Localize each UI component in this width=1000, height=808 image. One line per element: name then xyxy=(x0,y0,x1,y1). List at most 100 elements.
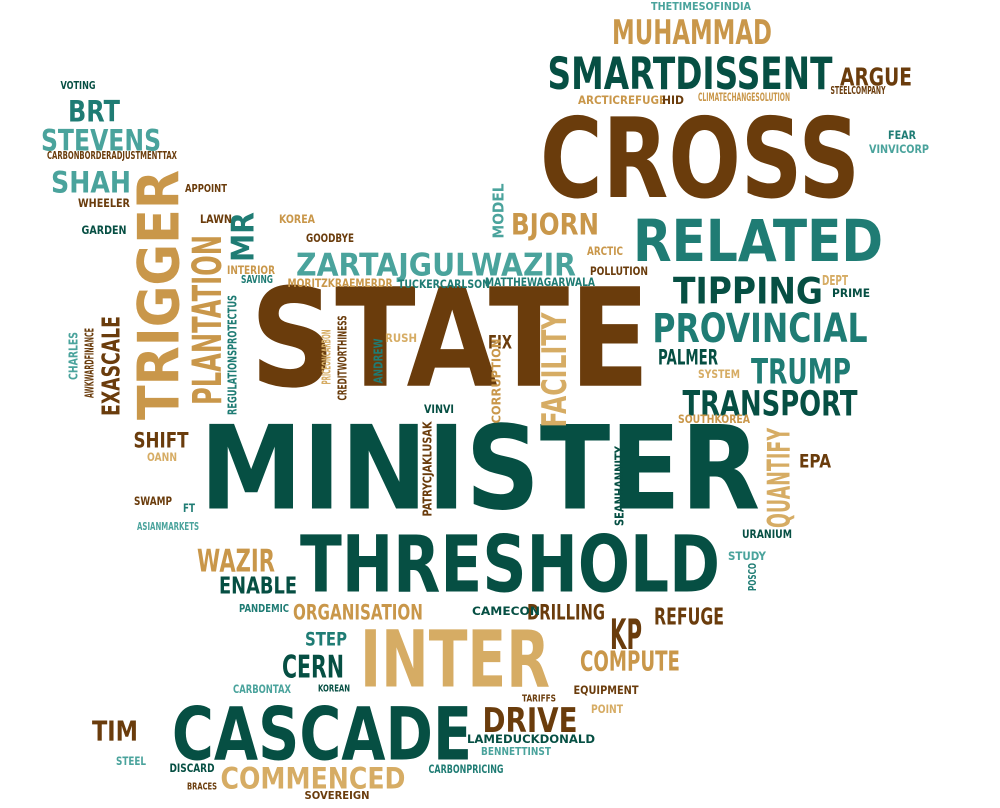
word-arcticrefuge: ARCTICREFUGE xyxy=(577,93,667,108)
word-equipment: EQUIPMENT xyxy=(573,683,639,698)
word-threshold: THRESHOLD xyxy=(299,518,721,611)
word-lameduckdonald: LAMEDUCKDONALD xyxy=(466,732,596,747)
word-commenced: COMMENCED xyxy=(220,761,406,796)
word-kp: KP xyxy=(610,610,642,659)
word-organisation: ORGANISATION xyxy=(293,600,423,625)
word-refuge: REFUGE xyxy=(653,604,725,631)
word-carbonpricing: CARBONPRICING xyxy=(428,762,504,777)
word-priceoncarbon: PRICEONCARBON xyxy=(318,329,334,385)
word-zartajgulwazir: ZARTAJGULWAZIR xyxy=(295,247,577,284)
word-shah: SHAH xyxy=(51,165,131,200)
word-moritzkraemerdr: MORITZKRAEMERDR xyxy=(287,276,393,291)
word-epa: EPA xyxy=(799,450,831,473)
word-swamp: SWAMP xyxy=(133,494,173,509)
word-study: STUDY xyxy=(728,549,766,564)
word-steel: STEEL xyxy=(115,754,147,769)
word-corruption: CORRUPTION xyxy=(488,338,504,424)
word-system: SYSTEM xyxy=(697,367,741,382)
word-posco: POSCO xyxy=(746,562,759,592)
word-korea: KOREA xyxy=(278,212,316,227)
word-bennettinst: BENNETTINST xyxy=(481,745,551,758)
word-inter: INTER xyxy=(360,613,550,706)
word-smartdissent: SMARTDISSENT xyxy=(547,48,833,100)
word-carbonborderadjustmenttax: CARBONBORDERADJUSTMENTTAX xyxy=(47,149,177,162)
word-cascade: CASCADE xyxy=(171,692,473,778)
word-garden: GARDEN xyxy=(81,223,127,238)
word-bjorn: BJORN xyxy=(510,207,600,242)
word-climatechangesolution: CLIMATECHANGESOLUTION xyxy=(697,90,791,105)
word-argue: ARGUE xyxy=(840,62,912,92)
word-matthewagarwala: MATTHEWAGARWALA xyxy=(485,275,595,290)
word-trigger: TRIGGER xyxy=(126,169,193,421)
word-arctic: ARCTIC xyxy=(586,244,624,259)
word-muhammad: MUHAMMAD xyxy=(612,13,772,53)
word-tim: TIM xyxy=(92,716,138,748)
word-dept: DEPT xyxy=(821,273,849,290)
word-andrew: ANDREW xyxy=(370,338,386,384)
word-goodbye: GOODBYE xyxy=(306,231,354,246)
word-wazir: WAZIR xyxy=(197,543,275,580)
word-hid: HID xyxy=(662,93,684,108)
word-tuckercarlson: TUCKERCARLSON xyxy=(397,277,491,292)
word-minister: MINISTER xyxy=(199,402,761,537)
word-palmer: PALMER xyxy=(657,345,719,370)
word-plantation: PLANTATION xyxy=(185,234,232,406)
word-regulationsprotectus: REGULATIONSPROTECTUS xyxy=(224,294,240,416)
word-trump: TRUMP xyxy=(751,352,851,393)
word-vinvicorp: VINVICORP xyxy=(868,142,930,157)
word-rush: RUSH xyxy=(384,331,418,346)
word-related: RELATED xyxy=(632,207,884,276)
word-tipping: TIPPING xyxy=(673,269,823,313)
word-pollution: POLLUTION xyxy=(589,264,649,279)
word-voting: VOTING xyxy=(60,79,96,92)
word-cern: CERN xyxy=(281,649,345,686)
word-cross: CROSS xyxy=(540,95,860,224)
word-exascale: EXASCALE xyxy=(96,316,126,416)
word-korean: KOREAN xyxy=(318,683,350,695)
word-creditworthiness: CREDITWORTHINESS xyxy=(334,315,350,401)
word-prime: PRIME xyxy=(832,286,870,301)
word-tariffs: TARIFFS xyxy=(521,693,557,705)
word-transport: TRANSPORT xyxy=(682,384,858,425)
word-mr: MR xyxy=(225,212,262,262)
word-provincial: PROVINCIAL xyxy=(652,306,868,353)
word-seanhannity: SEANHANNITY xyxy=(611,446,627,526)
word-step: STEP xyxy=(304,628,348,651)
word-appoint: APPOINT xyxy=(184,182,228,195)
word-carbontax: CARBONTAX xyxy=(233,682,291,697)
word-quantify: QUANTIFY xyxy=(761,427,798,529)
word-fear: FEAR xyxy=(888,128,916,143)
word-saving: SAVING xyxy=(241,273,273,286)
word-enable: ENABLE xyxy=(218,573,298,600)
word-compute: COMPUTE xyxy=(580,646,680,678)
word-wheeler: WHEELER xyxy=(78,196,130,211)
word-point: POINT xyxy=(590,702,624,717)
word-vinvi: VINVI xyxy=(424,402,454,417)
word-thetimesofindia: THETIMESOFINDIA xyxy=(651,0,751,13)
word-oann: OANN xyxy=(147,450,177,465)
word-drilling: DRILLING xyxy=(526,600,606,625)
word-state: STATE xyxy=(250,259,650,419)
word-braces: BRACES xyxy=(187,781,217,793)
word-charles: CHARLES xyxy=(65,332,81,380)
word-facility: FACILITY xyxy=(535,312,575,428)
word-brt: BRT xyxy=(68,94,120,129)
word-asianmarkets: ASIANMARKETS xyxy=(137,520,199,533)
word-discard: DISCARD xyxy=(169,761,215,776)
word-sovereign: SOVEREIGN xyxy=(304,789,370,802)
word-interior: INTERIOR xyxy=(226,263,276,278)
word-camecon: CAMECON xyxy=(472,604,540,619)
word-patrycjaklusak: PATRYCJAKLUSAK xyxy=(419,421,435,517)
word-southkorea: SOUTHKOREA xyxy=(677,412,751,427)
word-drive: DRIVE xyxy=(482,701,578,741)
word-ft: FT xyxy=(183,501,195,516)
word-awkwardfinance: AWKWARDFINANCE xyxy=(81,328,97,398)
word-uranium: URANIUM xyxy=(742,527,792,542)
word-fix: FIX xyxy=(487,331,513,354)
word-pandemic: PANDEMIC xyxy=(238,602,290,615)
word-lawn: LAWN xyxy=(199,212,233,227)
word-model: MODEL xyxy=(490,183,508,239)
word-steelcompany: STEELCOMPANY xyxy=(830,84,886,97)
word-shift: SHIFT xyxy=(133,428,189,453)
